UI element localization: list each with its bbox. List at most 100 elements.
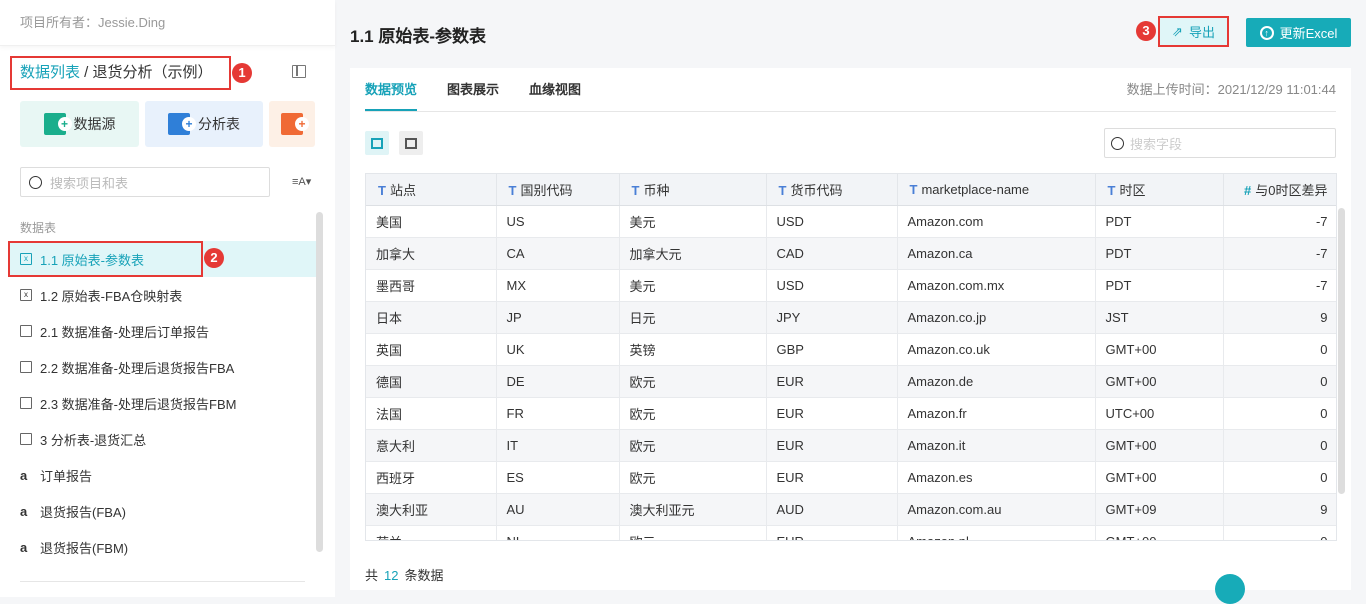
tab-data-preview[interactable]: 数据预览 <box>365 68 418 111</box>
column-view-icon[interactable] <box>399 131 423 155</box>
table-cell: US <box>496 205 620 238</box>
sidebar-item[interactable]: 2.2 数据准备-处理后退货报告FBA <box>8 349 316 385</box>
add-analysis-table-button[interactable]: 分析表 <box>145 101 263 147</box>
annotation-badge-1: 1 <box>232 63 252 83</box>
table-row: 加拿大 CA 加拿大元 CAD Amazon.ca PDT -7 <box>366 237 1336 270</box>
search-icon <box>29 175 42 189</box>
column-name: marketplace-name <box>921 181 1030 197</box>
sidebar-item[interactable]: 2.1 数据准备-处理后订单报告 <box>8 313 316 349</box>
table-row: 德国 DE 欧元 EUR Amazon.de GMT+00 0 <box>366 365 1336 398</box>
column-header[interactable]: T 时区 <box>1095 174 1224 206</box>
table-cell: Amazon.com.au <box>897 493 1096 526</box>
column-header[interactable]: T 站点 <box>366 174 497 206</box>
sidebar-item[interactable]: 3 分析表-退货汇总 <box>8 421 316 457</box>
annotation-badge-2: 2 <box>204 248 224 268</box>
update-label: 更新Excel <box>1279 26 1338 41</box>
table-cell: ES <box>496 461 620 494</box>
add-dashboard-button[interactable] <box>269 101 315 147</box>
table-cell: PDT <box>1095 205 1224 238</box>
table-cell: 澳大利亚 <box>366 493 497 526</box>
table-cell: 美元 <box>619 205 767 238</box>
table-cell: IT <box>496 429 620 462</box>
column-header[interactable]: T 币种 <box>619 174 767 206</box>
table-row: 墨西哥 MX 美元 USD Amazon.com.mx PDT -7 <box>366 269 1336 302</box>
table-cell: 欧元 <box>619 397 767 430</box>
table-row: 意大利 IT 欧元 EUR Amazon.it GMT+00 0 <box>366 429 1336 462</box>
sidebar-item-label: 2.2 数据准备-处理后退货报告FBA <box>40 360 235 376</box>
table-cell: -7 <box>1223 205 1336 238</box>
text-type-icon: T <box>778 182 787 198</box>
tab-chart[interactable]: 图表展示 <box>447 82 500 97</box>
update-excel-button[interactable]: ↑ 更新Excel <box>1246 18 1351 47</box>
table-cell: GMT+00 <box>1095 525 1224 540</box>
search-icon <box>1111 136 1124 150</box>
table-cell: Amazon.it <box>897 429 1096 462</box>
help-chat-button[interactable] <box>1215 574 1245 604</box>
table-view-icon[interactable] <box>365 131 389 155</box>
field-search-input[interactable]: 搜索字段 <box>1104 128 1336 158</box>
table-cell: DE <box>496 365 620 398</box>
table-cell: Amazon.de <box>897 365 1096 398</box>
table-cell: EUR <box>766 365 898 398</box>
table-cell: PDT <box>1095 269 1224 302</box>
breadcrumb-root-link[interactable]: 数据列表 <box>20 64 81 81</box>
layout-toggle-icon[interactable] <box>292 65 306 78</box>
table-cell: EUR <box>766 525 898 540</box>
breadcrumb-separator: / <box>80 64 93 81</box>
table-cell: PDT <box>1095 237 1224 270</box>
breadcrumb: 数据列表 / 退货分析（示例） <box>10 56 231 90</box>
table-cell: CA <box>496 237 620 270</box>
table-cell: FR <box>496 397 620 430</box>
export-button[interactable]: ⇗ 导出 <box>1158 16 1229 47</box>
datasource-icon <box>43 113 72 135</box>
table-cell: GBP <box>766 333 898 366</box>
breadcrumb-current: 退货分析（示例） <box>92 64 213 81</box>
table-cell: NL <box>496 525 620 540</box>
annotation-box-2 <box>8 241 203 277</box>
doc-icon <box>20 397 32 409</box>
table-cell: UK <box>496 333 620 366</box>
amazon-icon: a <box>20 503 28 519</box>
upload-time: 数据上传时间：2021/12/29 11:01:44 <box>1126 82 1336 97</box>
column-header[interactable]: T 国别代码 <box>496 174 620 206</box>
tile-label: 数据源 <box>73 116 116 132</box>
count-suffix: 条数据 <box>404 568 444 583</box>
sidebar-item[interactable]: a 退货报告(FBM) <box>8 529 316 565</box>
add-datasource-button[interactable]: 数据源 <box>20 101 139 147</box>
sidebar-scrollbar[interactable] <box>316 212 323 552</box>
sidebar-item[interactable]: x 1.1 原始表-参数表 <box>8 241 316 277</box>
sidebar-item[interactable]: x 1.2 原始表-FBA仓映射表 <box>8 277 316 313</box>
table-cell: JP <box>496 301 620 334</box>
sidebar-item[interactable]: a 退货报告(FBA) <box>8 493 316 529</box>
doc-icon <box>20 361 32 373</box>
export-icon: ⇗ <box>1172 23 1183 39</box>
table-cell: 欧元 <box>619 461 767 494</box>
table-cell: 欧元 <box>619 429 767 462</box>
sidebar: 项目所有者：Jessie.Ding 数据列表 / 退货分析（示例） 1 数据源 … <box>0 0 335 597</box>
table-cell: Amazon.fr <box>897 397 1096 430</box>
table-row: 澳大利亚 AU 澳大利亚元 AUD Amazon.com.au GMT+09 9 <box>366 493 1336 526</box>
table-cell: 0 <box>1223 461 1336 494</box>
column-header[interactable]: # 与0时区差异 <box>1223 174 1336 206</box>
table-cell: 日元 <box>619 301 767 334</box>
text-type-icon: T <box>378 182 386 198</box>
text-type-icon: T <box>631 182 640 198</box>
sidebar-item[interactable]: 2.3 数据准备-处理后退货报告FBM <box>8 385 316 421</box>
table-cell: Amazon.es <box>897 461 1096 494</box>
table-cell: 意大利 <box>366 429 497 462</box>
table-cell: MX <box>496 269 620 302</box>
sort-icon[interactable]: ≡A▾ <box>292 176 312 188</box>
sidebar-item[interactable]: a 订单报告 <box>8 457 316 493</box>
text-type-icon: T <box>909 181 918 197</box>
upload-icon: ↑ <box>1259 25 1274 40</box>
column-header[interactable]: T 货币代码 <box>766 174 898 206</box>
table-cell: 西班牙 <box>366 461 497 494</box>
table-scrollbar[interactable] <box>1338 208 1345 494</box>
table-cell: 0 <box>1223 429 1336 462</box>
project-search-input[interactable]: 搜索项目和表 <box>20 167 270 197</box>
table-cell: EUR <box>766 461 898 494</box>
tab-lineage[interactable]: 血缘视图 <box>529 82 582 97</box>
table-cell: GMT+00 <box>1095 461 1224 494</box>
